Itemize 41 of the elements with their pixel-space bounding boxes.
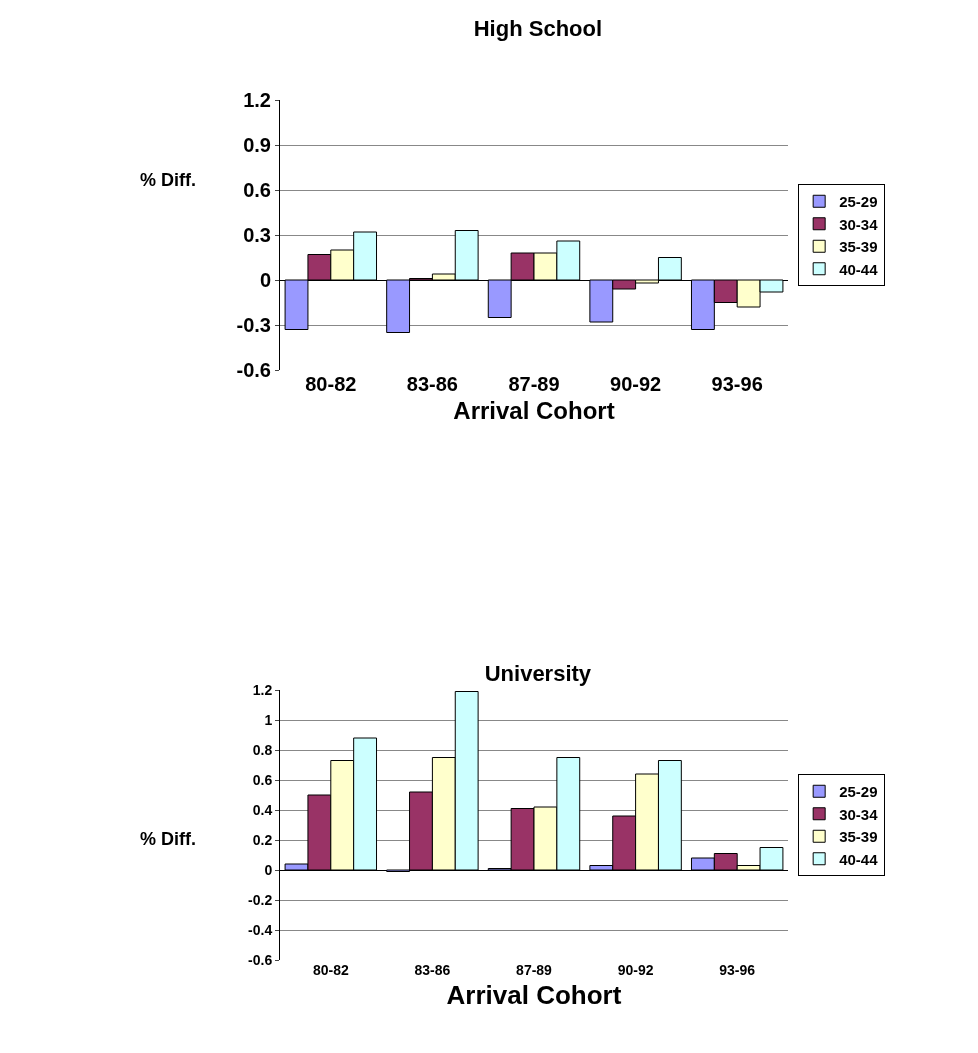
legend-label: 40-44 (839, 260, 879, 278)
x-tick-label: 90-92 (617, 962, 654, 978)
y-tick-label: 0.8 (252, 741, 273, 758)
y-tick-label: -0.2 (248, 891, 273, 908)
y-tick-label: 0.6 (243, 179, 271, 201)
legend-label: 25-29 (839, 193, 878, 211)
y-tick-label: 0.4 (252, 801, 273, 818)
x-tick-label: 90-92 (610, 373, 662, 395)
y-tick-label: -0.6 (236, 359, 271, 381)
y-tick-label: 0.3 (243, 224, 271, 246)
y-tick-label: 0 (264, 861, 273, 878)
y-tick-label: 0 (259, 269, 271, 291)
y-tick-label: -0.4 (248, 921, 273, 938)
legend-label: 30-34 (839, 215, 879, 233)
x-tick-label: 80-82 (305, 373, 357, 395)
y-tick-label: 0.2 (252, 831, 273, 848)
legend-label: 35-39 (839, 238, 878, 256)
y-tick-label: 0.6 (252, 771, 273, 788)
x-tick-label: 87-89 (508, 373, 560, 395)
x-axis-title: Arrival Cohort (446, 979, 622, 1010)
legend-label: 35-39 (839, 828, 878, 846)
x-tick-label: 93-96 (719, 962, 756, 978)
y-tick-label: 1.2 (252, 681, 273, 698)
x-axis-title: Arrival Cohort (453, 397, 615, 425)
y-tick-label: 0.9 (243, 134, 271, 156)
y-tick-label: -0.6 (248, 951, 273, 968)
x-tick-label: 93-96 (711, 373, 763, 395)
y-axis-title: % Diff. (140, 170, 196, 190)
y-tick-label: 1.2 (243, 89, 271, 111)
chart-title: University (484, 661, 592, 686)
legend-label: 25-29 (839, 783, 878, 801)
legend-label: 30-34 (839, 805, 879, 823)
legend-label: 40-44 (839, 850, 879, 868)
x-tick-label: 87-89 (516, 962, 553, 978)
y-tick-label: -0.3 (236, 314, 271, 336)
x-tick-label: 83-86 (406, 373, 458, 395)
y-tick-label: 1 (264, 711, 273, 728)
chart-title: High School (473, 16, 603, 42)
y-axis-title: % Diff. (140, 829, 196, 849)
x-tick-label: 80-82 (312, 962, 349, 978)
x-tick-label: 83-86 (414, 962, 451, 978)
